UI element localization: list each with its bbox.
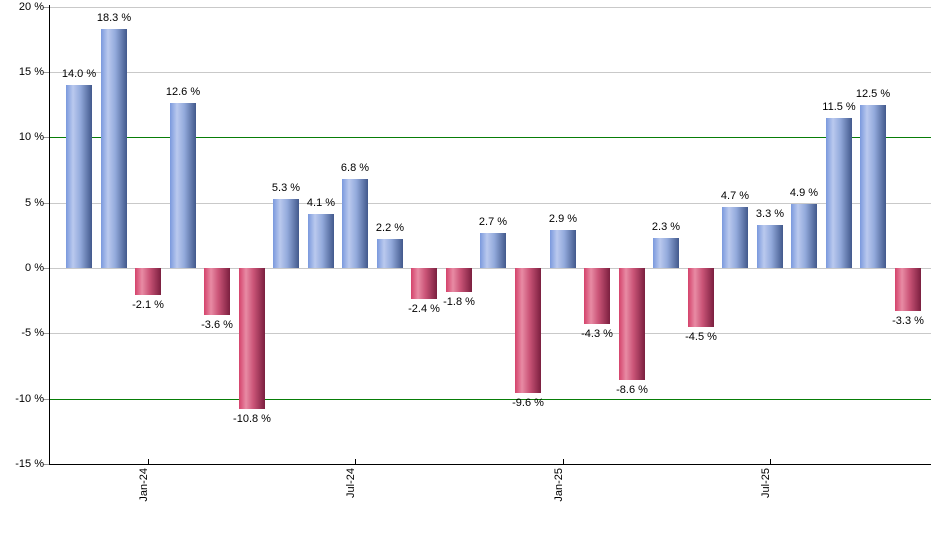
y-tick [43,399,49,400]
bar-value-label: -8.6 % [616,384,648,396]
gridline [50,203,931,204]
bar-value-label: 2.7 % [478,216,508,228]
bar-value-label: 3.3 % [755,208,785,220]
bar-value-label: -2.4 % [408,303,440,315]
bar-negative [446,268,472,292]
bar-value-label: 2.3 % [651,221,681,233]
bar-value-label: -10.8 % [233,413,271,425]
bar-positive [342,179,368,268]
gridline [50,333,931,334]
bar-positive [722,207,748,268]
y-tick-label: -5 % [21,327,44,339]
bar-positive [791,204,817,268]
bar-value-label: -2.1 % [132,299,164,311]
bar-positive [860,105,886,268]
x-tick [770,459,771,464]
bar-value-label: 4.7 % [720,190,750,202]
y-tick [43,464,49,465]
bar-value-label: 12.6 % [165,86,201,98]
bar-positive [480,233,506,268]
y-tick-label: 15 % [18,66,44,78]
y-tick-label: 20 % [18,1,44,13]
y-tick-label: -15 % [15,458,44,470]
reference-line [50,399,931,400]
gridline [50,268,931,269]
bar-value-label: 4.1 % [306,197,336,209]
y-tick-label: 10 % [18,131,44,143]
gridline [50,7,931,8]
y-tick [43,268,49,269]
bar-negative [584,268,610,324]
bar-value-label: -4.3 % [581,328,613,340]
bar-value-label: 12.5 % [855,88,891,100]
bar-positive [550,230,576,268]
y-tick [43,7,49,8]
x-tick [148,459,149,464]
x-axis [49,464,931,465]
y-tick-label: 0 % [25,262,44,274]
bar-negative [411,268,437,299]
gridline [50,72,931,73]
bar-value-label: 11.5 % [822,101,856,113]
bar-positive [653,238,679,268]
bar-positive [101,29,127,268]
bar-positive [308,214,334,268]
x-tick [355,459,356,464]
bar-value-label: -9.6 % [512,397,544,409]
y-tick [43,333,49,334]
y-tick [43,72,49,73]
bar-value-label: 2.2 % [375,222,405,234]
bar-value-label: -3.6 % [201,319,233,331]
bar-negative [515,268,541,393]
bar-value-label: 14.0 % [61,68,97,80]
y-tick [43,203,49,204]
y-tick-label: -10 % [15,393,44,405]
bar-negative [619,268,645,380]
x-tick [563,459,564,464]
bar-negative [135,268,161,295]
bar-value-label: -1.8 % [443,296,475,308]
bar-positive [826,118,852,268]
bar-negative [895,268,921,311]
bar-value-label: 2.9 % [548,213,578,225]
bar-value-label: 18.3 % [96,12,132,24]
x-tick-label: Jan-25 [553,468,565,502]
y-axis [49,5,50,465]
bar-negative [688,268,714,327]
bar-value-label: -3.3 % [892,315,924,327]
bar-positive [757,225,783,268]
bar-negative [239,268,265,409]
x-tick-label: Jul-25 [760,468,772,498]
bar-positive [377,239,403,268]
bar-positive [66,85,92,268]
y-tick-label: 5 % [25,197,44,209]
bar-positive [170,103,196,268]
y-tick [43,137,49,138]
bar-value-label: 4.9 % [789,187,819,199]
bar-positive [273,199,299,268]
reference-line [50,137,931,138]
x-tick-label: Jul-24 [345,468,357,498]
x-tick-label: Jan-24 [138,468,150,502]
bar-value-label: 5.3 % [271,182,301,194]
bar-negative [204,268,230,315]
bar-value-label: 6.8 % [340,162,370,174]
bar-value-label: -4.5 % [685,331,717,343]
